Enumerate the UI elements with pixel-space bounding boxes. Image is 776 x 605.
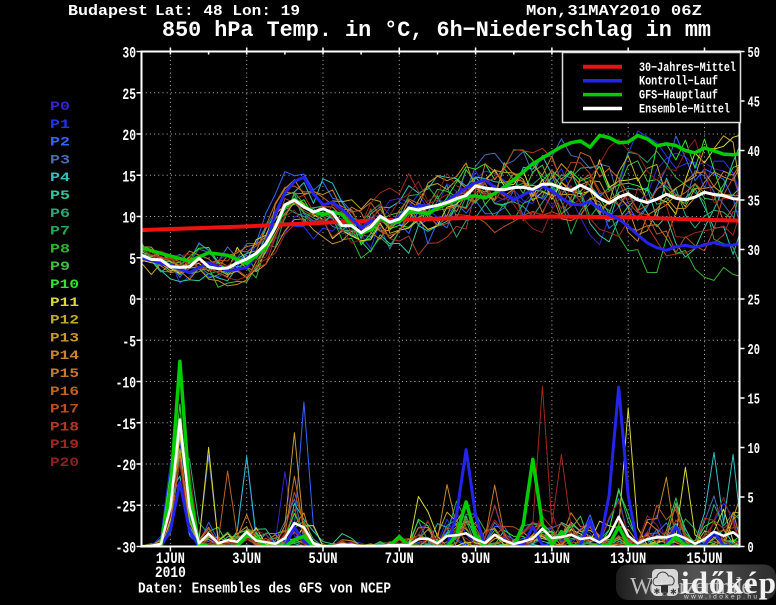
svg-text:-25: -25	[116, 498, 136, 516]
svg-text:7JUN: 7JUN	[385, 550, 414, 568]
svg-text:P14: P14	[50, 348, 79, 363]
svg-text:850 hPa Temp. in °C, 6h−Nieder: 850 hPa Temp. in °C, 6h−Niederschlag in …	[162, 18, 711, 43]
svg-text:15: 15	[122, 168, 136, 186]
svg-text:3JUN: 3JUN	[232, 550, 261, 568]
svg-text:Lat: 48 Lon: 19: Lat: 48 Lon: 19	[155, 3, 300, 20]
svg-text:Ensemble−Mittel: Ensemble−Mittel	[639, 103, 730, 117]
svg-text:P8: P8	[50, 241, 70, 256]
svg-text:P11: P11	[50, 295, 79, 310]
svg-text:P7: P7	[50, 224, 70, 239]
svg-text:20: 20	[748, 342, 760, 359]
svg-text:20: 20	[122, 127, 136, 145]
svg-text:1JUN: 1JUN	[156, 550, 185, 568]
svg-text:15: 15	[748, 392, 760, 409]
svg-text:P20: P20	[50, 455, 79, 470]
svg-text:Kontroll−Lauf: Kontroll−Lauf	[639, 75, 718, 89]
svg-text:P19: P19	[50, 437, 79, 452]
svg-text:P1: P1	[50, 117, 70, 132]
svg-text:P12: P12	[50, 313, 79, 328]
svg-text:2010: 2010	[155, 564, 186, 582]
svg-text:✱: ✱	[654, 587, 661, 596]
svg-text:P4: P4	[50, 170, 70, 185]
svg-text:P15: P15	[50, 366, 79, 381]
svg-text:25: 25	[122, 86, 136, 104]
svg-text:-30: -30	[116, 540, 136, 558]
svg-text:30: 30	[122, 45, 136, 63]
svg-text:0: 0	[748, 540, 754, 557]
svg-text:5: 5	[748, 491, 754, 508]
svg-text:P2: P2	[50, 135, 70, 150]
svg-text:-10: -10	[116, 375, 136, 393]
svg-text:Mon,31MAY2010 06Z: Mon,31MAY2010 06Z	[526, 3, 702, 20]
svg-text:www.idokep.hu: www.idokep.hu	[683, 594, 757, 601]
svg-text:30: 30	[748, 243, 760, 260]
svg-text:P16: P16	[50, 384, 79, 399]
svg-text:időkép: időkép	[681, 565, 776, 600]
svg-text:Budapest: Budapest	[68, 3, 148, 20]
svg-text:P3: P3	[50, 152, 70, 167]
svg-text:✱: ✱	[670, 588, 677, 597]
svg-text:35: 35	[748, 194, 760, 211]
svg-text:10: 10	[122, 210, 136, 228]
svg-text:11JUN: 11JUN	[534, 550, 570, 568]
svg-text:P9: P9	[50, 259, 70, 274]
svg-text:25: 25	[748, 293, 760, 310]
svg-text:P13: P13	[50, 330, 79, 345]
svg-text:15JUN: 15JUN	[687, 550, 723, 568]
svg-text:40: 40	[748, 144, 760, 161]
svg-text:P17: P17	[50, 402, 79, 417]
svg-text:P6: P6	[50, 206, 70, 221]
svg-text:P10: P10	[50, 277, 79, 292]
svg-text:Daten: Ensembles des GFS von N: Daten: Ensembles des GFS von NCEP	[138, 581, 391, 598]
svg-text:10: 10	[748, 441, 760, 458]
svg-text:13JUN: 13JUN	[610, 550, 646, 568]
svg-text:P0: P0	[50, 99, 70, 114]
svg-text:Wetterzentrale: Wetterzentrale	[630, 574, 752, 600]
svg-text:30−Jahres−Mittel: 30−Jahres−Mittel	[639, 61, 736, 75]
svg-text:GFS−Hauptlauf: GFS−Hauptlauf	[639, 89, 718, 103]
svg-text:-5: -5	[122, 333, 136, 351]
svg-text:5JUN: 5JUN	[309, 550, 338, 568]
svg-text:50: 50	[748, 45, 760, 62]
svg-text:45: 45	[748, 95, 760, 112]
svg-text:-15: -15	[116, 416, 136, 434]
svg-text:-20: -20	[116, 457, 136, 475]
svg-text:9JUN: 9JUN	[461, 550, 490, 568]
svg-text:5: 5	[129, 251, 136, 269]
svg-text:✱: ✱	[662, 590, 669, 599]
svg-text:P18: P18	[50, 419, 79, 434]
svg-text:P5: P5	[50, 188, 70, 203]
svg-text:0: 0	[129, 292, 136, 310]
